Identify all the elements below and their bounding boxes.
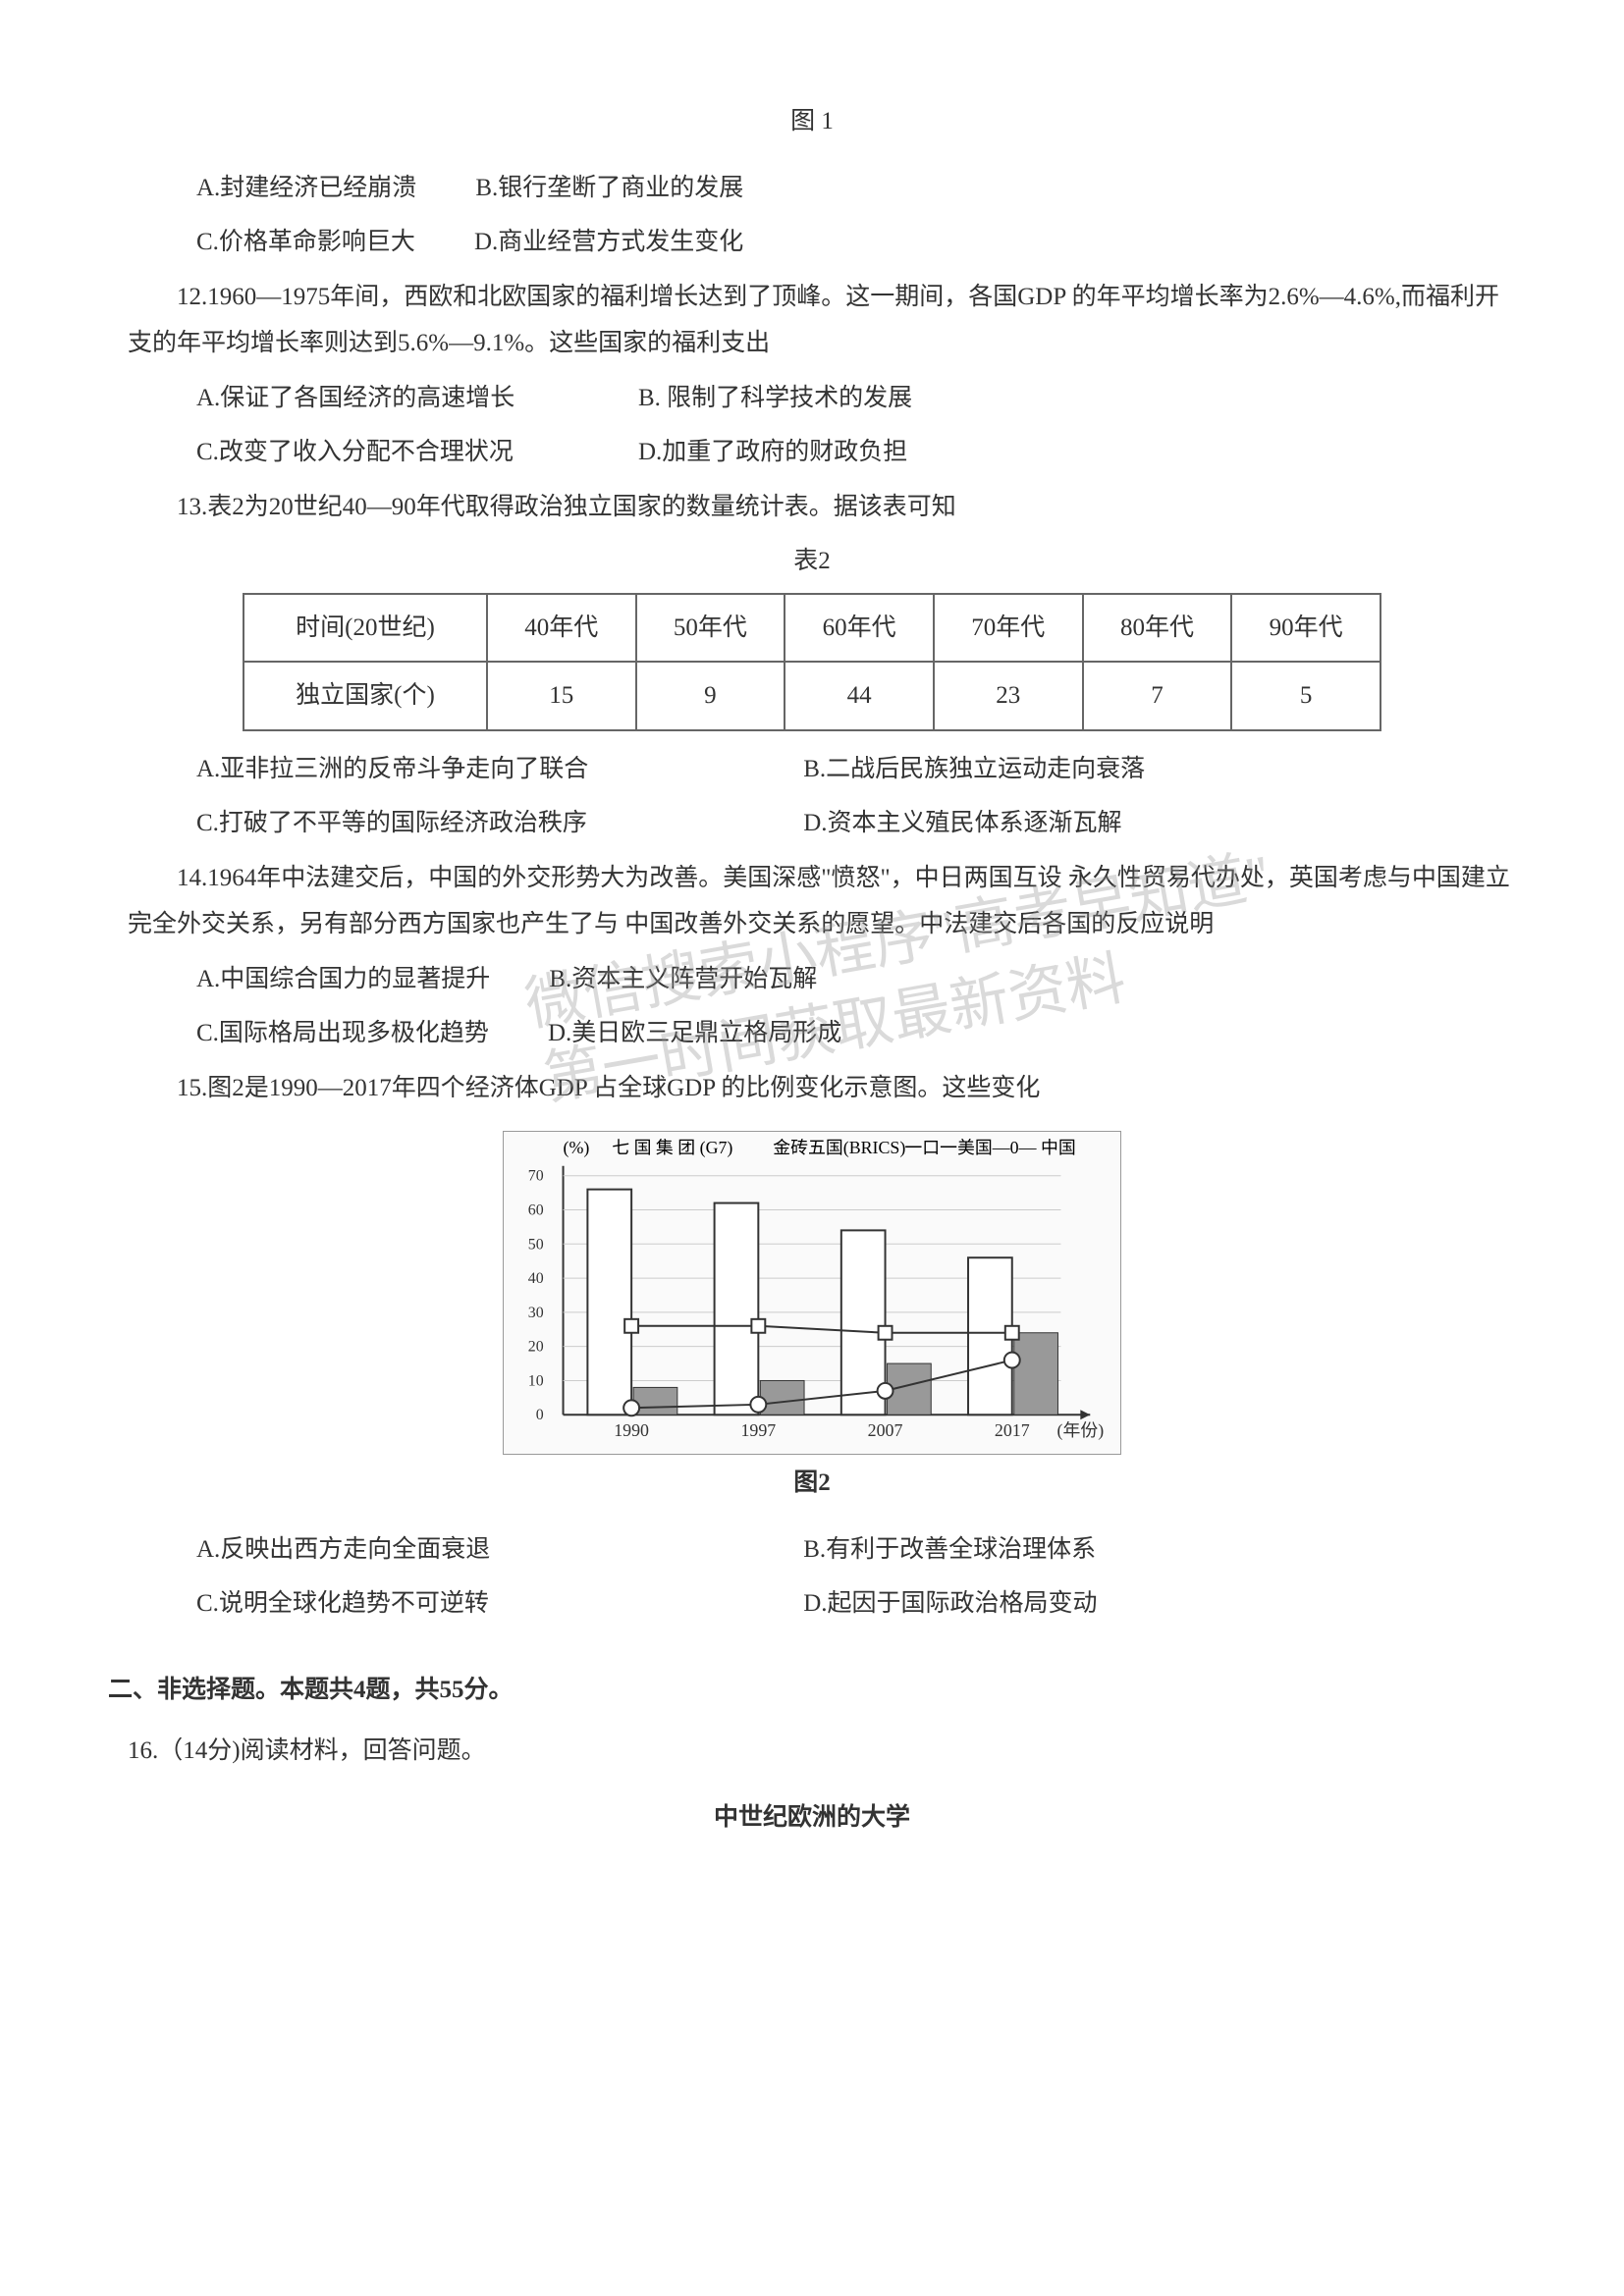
figure-2-caption: 图2 [108, 1460, 1516, 1507]
q15-stem: 15.图2是1990—2017年四个经济体GDP 占全球GDP 的比例变化示意图… [108, 1065, 1516, 1112]
legend-y-label: (%) [564, 1138, 590, 1158]
table-row: 独立国家(个) 15 9 44 23 7 5 [244, 662, 1380, 730]
brics-bar [1014, 1333, 1058, 1415]
th-40s: 40年代 [487, 594, 636, 663]
q13-options-row1: A.亚非拉三洲的反帝斗争走向了联合 B.二战后民族独立运动走向衰落 [108, 746, 1516, 793]
q15-options-row2: C.说明全球化趋势不可逆转 D.起因于国际政治格局变动 [108, 1580, 1516, 1628]
td-70s: 23 [934, 662, 1083, 730]
china-marker-icon [623, 1400, 639, 1415]
usa-marker-icon [624, 1319, 638, 1333]
q11-opt-c: C.价格革命影响巨大 [196, 219, 415, 266]
china-line [631, 1361, 1012, 1409]
legend-brics: 金砖五国(BRICS) [773, 1138, 905, 1158]
td-60s: 44 [785, 662, 934, 730]
q12-options-row1: A.保证了各国经济的高速增长 B. 限制了科学技术的发展 [108, 375, 1516, 422]
q13-options-row2: C.打破了不平等的国际经济政治秩序 D.资本主义殖民体系逐渐瓦解 [108, 800, 1516, 847]
q14-opt-c: C.国际格局出现多极化趋势 [196, 1010, 489, 1057]
q15-opt-d: D.起因于国际政治格局变动 [803, 1580, 1410, 1628]
q15-options-row1: A.反映出西方走向全面衰退 B.有利于改善全球治理体系 [108, 1526, 1516, 1574]
ytick-20: 20 [528, 1339, 544, 1356]
figure-1-label: 图 1 [108, 98, 1516, 145]
table2-label: 表2 [108, 538, 1516, 585]
td-90s: 5 [1231, 662, 1380, 730]
chart-svg: (%) 七 国 集 团 (G7) 金砖五国(BRICS) 一口一美国—0— 中国… [504, 1132, 1120, 1454]
brics-bar [760, 1380, 804, 1415]
q11-options-row1: A.封建经济已经崩溃 B.银行垄断了商业的发展 [108, 165, 1516, 212]
q14-opt-b: B.资本主义阵营开始瓦解 [549, 956, 817, 1003]
td-80s: 7 [1083, 662, 1232, 730]
q14-stem: 14.1964年中法建交后，中国的外交形势大为改善。美国深感"愤怒"，中日两国互… [108, 855, 1516, 948]
q12-opt-d: D.加重了政府的财政负担 [638, 429, 907, 476]
q14-opt-a: A.中国综合国力的显著提升 [196, 956, 490, 1003]
xlabel-2017: 2017 [995, 1420, 1030, 1440]
ytick-0: 0 [536, 1407, 544, 1423]
th-70s: 70年代 [934, 594, 1083, 663]
table-row: 时间(20世纪) 40年代 50年代 60年代 70年代 80年代 90年代 [244, 594, 1380, 663]
q15-opt-a: A.反映出西方走向全面衰退 [196, 1526, 803, 1574]
usa-line [631, 1326, 1012, 1333]
q16-subheading: 中世纪欧洲的大学 [108, 1794, 1516, 1842]
q14-options-row2: C.国际格局出现多极化趋势 D.美日欧三足鼎立格局形成 [108, 1010, 1516, 1057]
q12-opt-a: A.保证了各国经济的高速增长 [196, 375, 579, 422]
td-50s: 9 [636, 662, 785, 730]
china-marker-icon [1004, 1353, 1020, 1368]
q13-stem: 13.表2为20世纪40—90年代取得政治独立国家的数量统计表。据该表可知 [108, 484, 1516, 531]
g7-bar [587, 1190, 631, 1415]
x-labels: 1990 1997 2007 2017 (年份) [614, 1420, 1104, 1441]
ytick-40: 40 [528, 1270, 544, 1287]
q16-stem: 16.（14分)阅读材料，回答问题。 [108, 1728, 1516, 1775]
ytick-70: 70 [528, 1168, 544, 1185]
q12-options-row2: C.改变了收入分配不合理状况 D.加重了政府的财政负担 [108, 429, 1516, 476]
td-label: 独立国家(个) [244, 662, 487, 730]
ytick-50: 50 [528, 1236, 544, 1253]
xlabel-2007: 2007 [868, 1420, 903, 1440]
q13-opt-c: C.打破了不平等的国际经济政治秩序 [196, 800, 803, 847]
q11-opt-a: A.封建经济已经崩溃 [196, 165, 416, 212]
th-50s: 50年代 [636, 594, 785, 663]
usa-marker-icon [751, 1319, 765, 1333]
th-60s: 60年代 [785, 594, 934, 663]
legend-g7: 七 国 集 团 (G7) [612, 1138, 732, 1158]
ytick-30: 30 [528, 1305, 544, 1321]
q12-stem: 12.1960—1975年间，西欧和北欧国家的福利增长达到了顶峰。这一期间，各国… [108, 274, 1516, 367]
q11-options-row2: C.价格革命影响巨大 D.商业经营方式发生变化 [108, 219, 1516, 266]
x-axis-label: (年份) [1057, 1420, 1105, 1441]
q14-opt-d: D.美日欧三足鼎立格局形成 [548, 1010, 841, 1057]
td-40s: 15 [487, 662, 636, 730]
china-marker-icon [750, 1397, 766, 1413]
y-ticks: 0 10 20 30 40 50 60 70 [528, 1168, 544, 1424]
x-arrow-icon [1080, 1410, 1090, 1419]
q12-opt-b: B. 限制了科学技术的发展 [638, 375, 912, 422]
section-2-title: 二、非选择题。本题共4题，共55分。 [108, 1667, 1516, 1714]
table2: 时间(20世纪) 40年代 50年代 60年代 70年代 80年代 90年代 独… [243, 593, 1381, 731]
q13-opt-b: B.二战后民族独立运动走向衰落 [803, 746, 1410, 793]
brics-bar [633, 1387, 677, 1415]
q14-options-row1: A.中国综合国力的显著提升 B.资本主义阵营开始瓦解 [108, 956, 1516, 1003]
xlabel-1990: 1990 [614, 1420, 649, 1440]
q15-opt-c: C.说明全球化趋势不可逆转 [196, 1580, 803, 1628]
legend-lines: 一口一美国—0— 中国 [904, 1138, 1075, 1157]
q11-opt-b: B.银行垄断了商业的发展 [475, 165, 743, 212]
q12-opt-c: C.改变了收入分配不合理状况 [196, 429, 579, 476]
china-marker-icon [878, 1383, 893, 1399]
q13-opt-a: A.亚非拉三洲的反帝斗争走向了联合 [196, 746, 803, 793]
th-90s: 90年代 [1231, 594, 1380, 663]
gdp-chart: (%) 七 国 集 团 (G7) 金砖五国(BRICS) 一口一美国—0— 中国… [503, 1131, 1121, 1455]
th-80s: 80年代 [1083, 594, 1232, 663]
xlabel-1997: 1997 [740, 1420, 776, 1440]
usa-marker-icon [1005, 1326, 1019, 1340]
q15-opt-b: B.有利于改善全球治理体系 [803, 1526, 1410, 1574]
ytick-60: 60 [528, 1201, 544, 1218]
th-time: 时间(20世纪) [244, 594, 487, 663]
ytick-10: 10 [528, 1372, 544, 1389]
q11-opt-d: D.商业经营方式发生变化 [474, 219, 743, 266]
q13-opt-d: D.资本主义殖民体系逐渐瓦解 [803, 800, 1410, 847]
g7-bar [715, 1203, 759, 1415]
usa-marker-icon [879, 1326, 893, 1340]
